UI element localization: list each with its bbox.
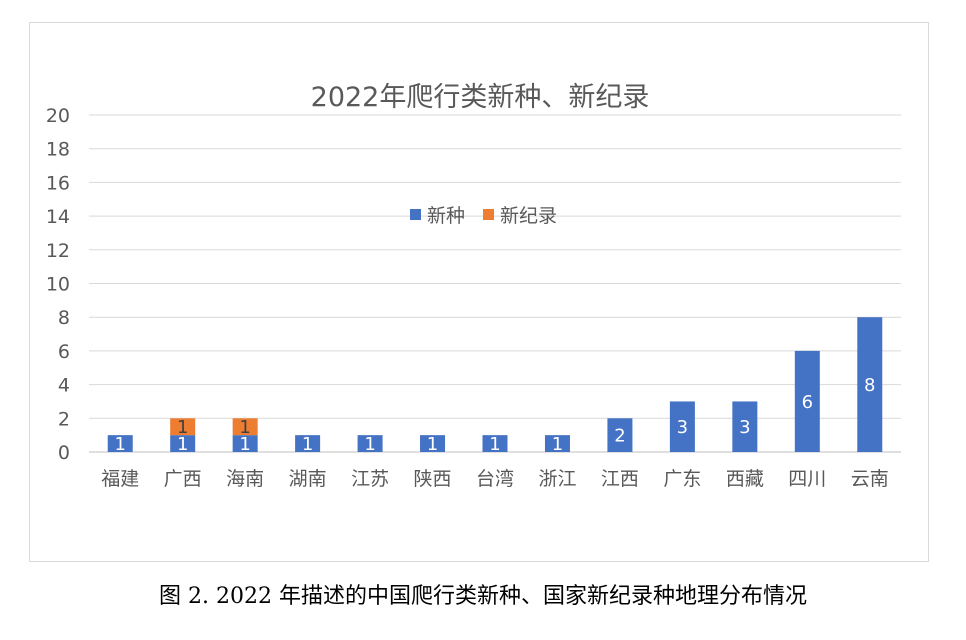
x-tick-label: 江苏 [351, 468, 389, 490]
bar-new-record [232, 418, 258, 436]
chart-frame: 0 2 4 6 8 10 12 14 16 18 20 1 福建 1 1 广西 1 1 海南 1 湖南 1 江苏 1 陕西 1 台湾… [29, 22, 929, 562]
bar-new-species [482, 435, 508, 452]
x-tick-label: 西藏 [726, 468, 764, 490]
data-label: 1 [239, 417, 250, 438]
x-tick-label: 浙江 [538, 468, 576, 490]
x-tick-label: 台湾 [476, 468, 514, 490]
y-tick-label: 18 [46, 139, 70, 161]
legend-swatch-new-record [483, 209, 495, 220]
x-tick-label: 江西 [601, 468, 639, 490]
data-label: 6 [802, 392, 813, 413]
bar-new-species [732, 401, 758, 452]
y-tick-label: 4 [58, 375, 70, 397]
data-label: 1 [489, 434, 500, 455]
data-label: 3 [739, 417, 750, 438]
figure-caption: 图 2. 2022 年描述的中国爬行类新种、国家新纪录种地理分布情况 [159, 584, 807, 609]
y-tick-label: 20 [46, 105, 70, 127]
data-label: 1 [364, 434, 375, 455]
x-tick-label: 福建 [101, 468, 139, 490]
data-label: 1 [552, 434, 563, 455]
bar-new-species [232, 435, 258, 452]
y-tick-label: 14 [46, 206, 70, 228]
y-tick-label: 12 [46, 240, 70, 262]
bar-new-species [669, 401, 695, 452]
x-tick-label: 湖南 [289, 468, 327, 490]
bar-new-record [170, 418, 196, 436]
y-tick-label: 2 [58, 408, 70, 430]
data-label: 1 [177, 417, 188, 438]
data-label: 3 [677, 417, 688, 438]
x-tick-label: 云南 [851, 468, 889, 490]
legend-label-new-species: 新种 [427, 205, 466, 227]
y-tick-label: 16 [46, 172, 70, 194]
data-label: 1 [177, 434, 188, 455]
y-tick-label: 10 [46, 274, 70, 296]
legend-label-new-record: 新纪录 [500, 205, 558, 227]
data-label: 1 [239, 434, 250, 455]
data-label: 2 [614, 426, 625, 447]
y-tick-label: 6 [58, 341, 70, 363]
chart-plot: 024681012141618201福建11广西11海南1湖南1江苏1陕西1台湾… [46, 105, 901, 490]
bar-new-species [857, 317, 883, 452]
bar-new-species [170, 435, 196, 452]
legend-item-new-species: 新种 [410, 201, 465, 228]
legend-item-new-record: 新纪录 [483, 201, 557, 228]
data-label: 1 [302, 434, 313, 455]
bar-new-species [420, 435, 446, 452]
y-tick-label: 8 [58, 307, 70, 329]
legend: 新种 新纪录 [410, 201, 575, 228]
x-tick-label: 海南 [226, 468, 264, 490]
bar-new-species [295, 435, 321, 452]
x-tick-label: 四川 [788, 468, 826, 490]
data-label: 1 [115, 434, 126, 455]
legend-swatch-new-species [410, 209, 421, 220]
y-tick-label: 0 [58, 442, 70, 464]
bar-new-species [357, 435, 383, 452]
bar-new-species [107, 435, 133, 452]
bar-new-species [544, 435, 570, 452]
bar-new-species [794, 350, 820, 452]
data-label: 1 [427, 434, 438, 455]
bar-new-species [607, 418, 633, 452]
x-tick-label: 广东 [663, 468, 701, 490]
x-tick-label: 陕西 [414, 468, 452, 490]
x-tick-label: 广西 [164, 468, 202, 490]
chart-title: 2022年爬行类新种、新纪录 [310, 82, 650, 113]
data-label: 8 [864, 375, 875, 396]
